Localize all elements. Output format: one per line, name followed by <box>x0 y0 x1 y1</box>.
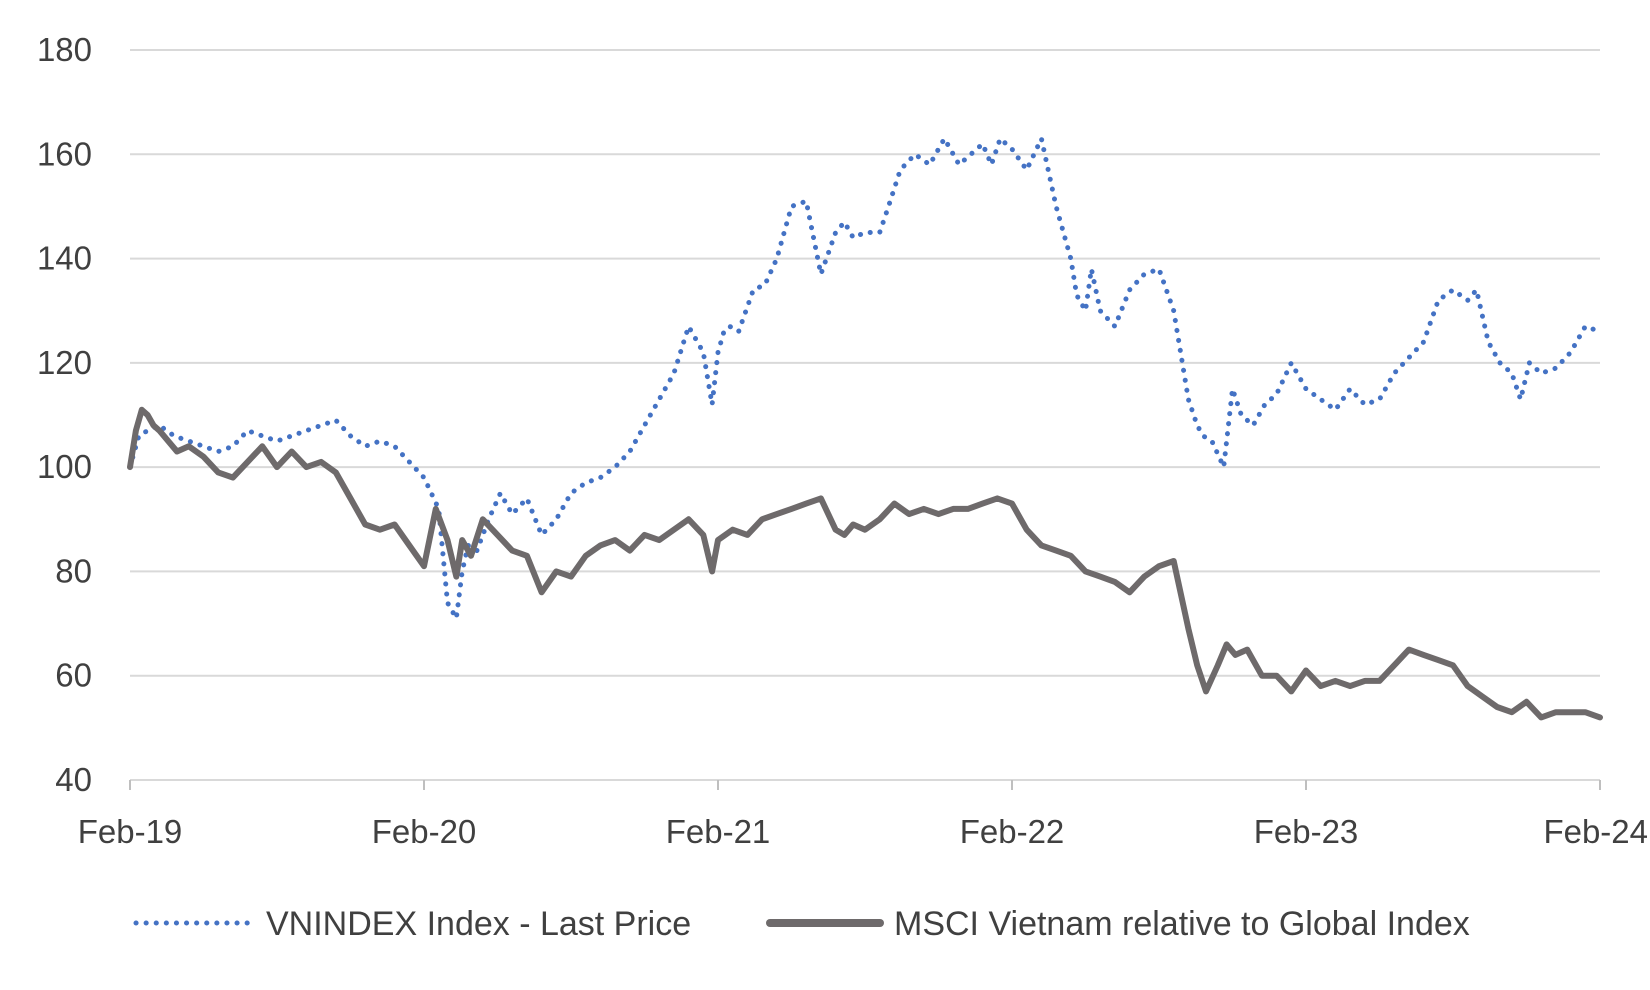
x-tick-label: Feb-23 <box>1254 813 1359 850</box>
x-tick-label: Feb-20 <box>372 813 477 850</box>
y-tick-label: 100 <box>37 448 92 485</box>
x-tick-label: Feb-22 <box>960 813 1065 850</box>
series-line-vnindex <box>127 136 1603 621</box>
y-tick-label: 180 <box>37 31 92 68</box>
x-axis: Feb-19 Feb-20 Feb-21 Feb-22 Feb-23 Feb-24 <box>78 779 1648 850</box>
x-tick-label: Feb-21 <box>666 813 771 850</box>
x-tick-label: Feb-24 <box>1543 813 1648 850</box>
series-layer <box>127 136 1603 721</box>
x-tick-label: Feb-19 <box>78 813 183 850</box>
y-tick-label: 80 <box>55 552 92 589</box>
y-tick-label: 160 <box>37 135 92 172</box>
y-tick-label: 60 <box>55 657 92 694</box>
y-tick-label: 140 <box>37 240 92 277</box>
y-tick-label: 40 <box>55 761 92 798</box>
y-axis: 40 60 80 100 120 140 160 180 <box>37 31 92 798</box>
grid-lines <box>130 49 1600 677</box>
legend: VNINDEX Index - Last Price MSCI Vietnam r… <box>133 905 1470 943</box>
legend-label-msci-vietnam-relative: MSCI Vietnam relative to Global Index <box>894 905 1470 943</box>
y-tick-label: 120 <box>37 344 92 381</box>
legend-label-vnindex: VNINDEX Index - Last Price <box>266 905 691 943</box>
series-line-msci-vietnam-relative <box>127 406 1603 721</box>
